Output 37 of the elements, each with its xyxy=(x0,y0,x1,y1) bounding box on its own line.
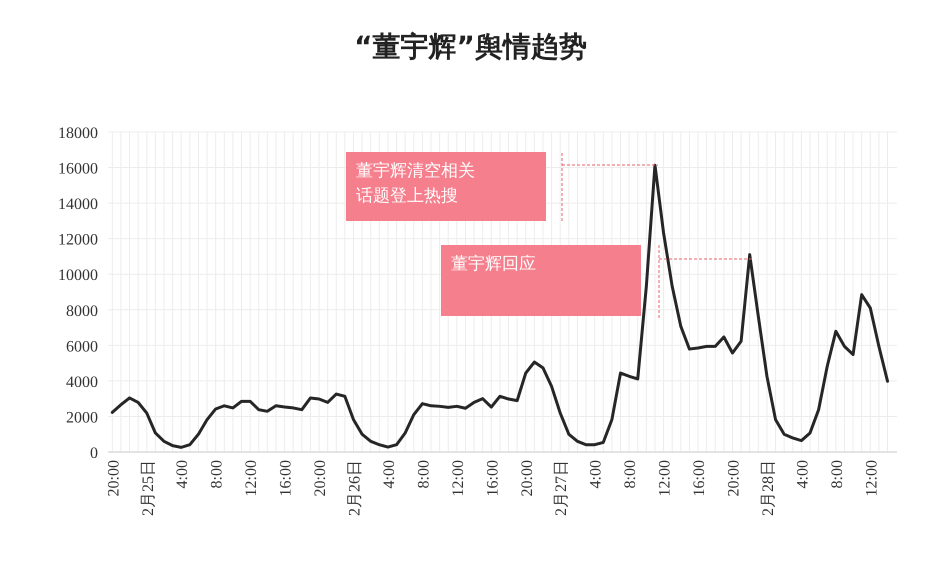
x-tick-label: 4:00 xyxy=(588,460,605,488)
x-tick-label: 4:00 xyxy=(380,460,398,488)
annotation: 董宇辉清空相关话题登上热搜 xyxy=(356,161,475,206)
y-tick-label: 4000 xyxy=(66,374,98,391)
y-tick-label: 6000 xyxy=(66,338,98,356)
x-tick-label: 4:00 xyxy=(794,460,812,488)
x-tick-label: 16:00 xyxy=(278,460,295,496)
x-tick-label: 20:00 xyxy=(312,460,330,496)
y-tick-label: 0 xyxy=(90,445,98,462)
x-tick-label: 4:00 xyxy=(174,460,192,488)
x-tick-label: 2月26日 xyxy=(346,460,364,516)
x-tick-label: 12:00 xyxy=(863,460,880,496)
y-tick-label: 2000 xyxy=(66,409,98,426)
x-tick-label: 8:00 xyxy=(622,460,640,488)
chart-title: “董宇辉”舆情趋势 xyxy=(354,30,587,63)
x-tick-label: 2月28日 xyxy=(760,460,777,516)
y-tick-label: 12000 xyxy=(58,232,98,249)
x-tick-label: 16:00 xyxy=(484,460,502,496)
x-tick-label: 12:00 xyxy=(243,460,260,496)
x-tick-label: 16:00 xyxy=(691,460,708,496)
x-tick-label: 20:00 xyxy=(105,460,122,496)
y-tick-label: 18000 xyxy=(58,125,98,142)
y-tick-label: 14000 xyxy=(58,196,98,214)
y-tick-label: 10000 xyxy=(58,267,98,284)
x-tick-label: 2月25日 xyxy=(140,460,157,516)
x-tick-label: 8:00 xyxy=(828,460,846,488)
line-series xyxy=(110,164,890,449)
x-tick-label: 8:00 xyxy=(415,460,432,488)
y-tick-label: 8000 xyxy=(66,302,98,320)
y-tick-label: 16000 xyxy=(58,160,98,178)
x-tick-label: 8:00 xyxy=(208,460,226,488)
x-tick-label: 12:00 xyxy=(656,460,674,496)
annotation: 董宇辉回应 xyxy=(451,254,536,274)
x-tick-label: 2月27日 xyxy=(553,460,570,516)
x-tick-label: 20:00 xyxy=(518,460,536,496)
x-tick-label: 12:00 xyxy=(450,460,467,496)
x-tick-label: 20:00 xyxy=(725,460,742,496)
